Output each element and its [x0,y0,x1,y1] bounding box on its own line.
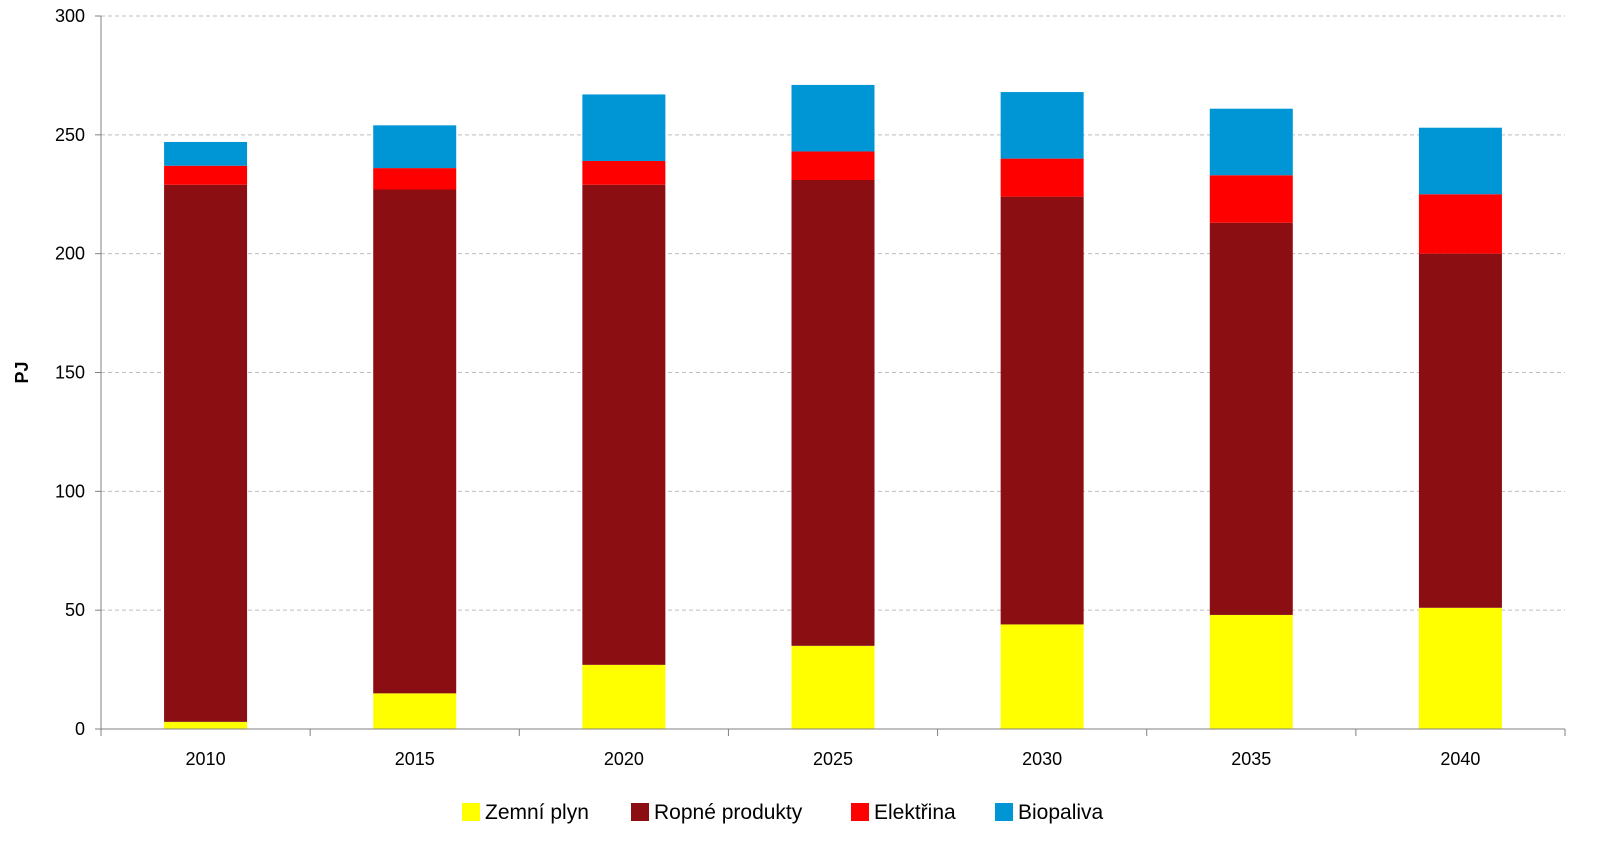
y-tick-label: 300 [55,6,85,26]
legend-swatch-3 [851,803,869,821]
y-tick-label: 0 [75,719,85,739]
x-tick-label: 2010 [186,749,226,769]
bars [164,84,1502,729]
axes [95,15,1566,736]
legend: Zemní plyn Ropné produkty Elektřina Biopali… [462,801,1104,824]
bar-segment-4-2015 [373,125,457,169]
x-tick-label: 2015 [395,749,435,769]
bar-segment-2-2040 [1418,253,1502,608]
y-tick-label: 200 [55,244,85,264]
bar-segment-1-2040 [1418,607,1502,729]
bar-segment-1-2035 [1209,614,1293,729]
y-tick-label: 100 [55,481,85,501]
bar-segment-3-2010 [164,165,248,185]
bar-segment-2-2010 [164,184,248,722]
x-tick-label: 2040 [1440,749,1480,769]
bar-segment-4-2025 [791,84,875,152]
legend-label-3: Elektřina [874,801,956,824]
bar-segment-3-2020 [582,160,666,185]
bar-segment-3-2015 [373,168,457,190]
bar-segment-4-2010 [164,141,248,166]
y-tick-label: 250 [55,125,85,145]
legend-swatch-2 [631,803,649,821]
bar-segment-3-2040 [1418,194,1502,254]
bar-segment-2-2020 [582,184,666,665]
legend-label-2: Ropné produkty [654,801,803,824]
bar-segment-3-2025 [791,151,875,180]
bar-segment-1-2020 [582,664,666,729]
bar-segment-2-2035 [1209,222,1293,615]
x-tick-label: 2020 [604,749,644,769]
y-tick-label: 50 [65,600,85,620]
bar-segment-1-2010 [164,721,248,729]
y-axis-title: PJ [12,361,32,383]
bar-segment-2-2015 [373,189,457,694]
bar-segment-2-2030 [1000,196,1084,625]
bar-segment-1-2030 [1000,624,1084,729]
bar-segment-4-2030 [1000,92,1084,159]
bar-segment-1-2015 [373,693,457,729]
legend-label-1: Zemní plyn [485,801,589,824]
legend-swatch-1 [462,803,480,821]
bar-segment-1-2025 [791,645,875,729]
bar-segment-4-2035 [1209,108,1293,176]
bar-segment-3-2030 [1000,158,1084,197]
y-tick-label: 150 [55,363,85,383]
x-tick-labels: 2010 2015 2020 2025 2030 2035 2040 [186,749,1481,769]
x-tick-label: 2025 [813,749,853,769]
bar-segment-4-2020 [582,94,666,161]
y-tick-labels: 0 50 100 150 200 250 300 [55,6,85,739]
x-tick-label: 2030 [1022,749,1062,769]
bar-segment-3-2035 [1209,175,1293,223]
bar-segment-2-2025 [791,179,875,646]
legend-swatch-4 [995,803,1013,821]
x-tick-label: 2035 [1231,749,1271,769]
legend-label-4: Biopaliva [1018,801,1104,824]
bar-segment-4-2040 [1418,127,1502,195]
